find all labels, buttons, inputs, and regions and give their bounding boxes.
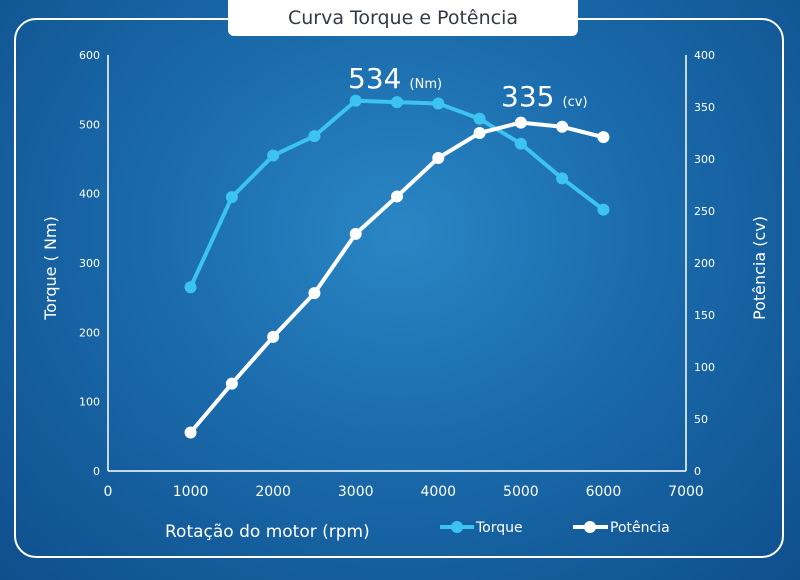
y-right-tick-label: 50 (694, 413, 708, 426)
series-layer (184, 94, 610, 439)
y-right-tick-label: 0 (694, 465, 701, 478)
power-peak-annotation: 335 (cv) (501, 80, 588, 113)
power-point (514, 116, 527, 129)
y-right-tick-labels: 0 50 100 150 200 250 300 350 400 (694, 49, 715, 478)
y-left-tick-label: 100 (79, 396, 100, 409)
y-right-tick-label: 300 (694, 153, 715, 166)
power-point (184, 426, 197, 439)
y-left-tick-label: 400 (79, 188, 100, 201)
y-left-tick-label: 300 (79, 257, 100, 270)
power-point (225, 377, 238, 390)
y-left-tick-labels: 0 100 200 300 400 500 600 (79, 49, 100, 478)
power-point (308, 287, 321, 300)
power-peak-value: 335 (501, 80, 554, 113)
svg-text:335 (cv): 335 (cv) (501, 80, 588, 113)
legend-power-label: Potência (610, 520, 670, 536)
x-tick-label: 3000 (338, 484, 374, 500)
y-left-tick-label: 200 (79, 326, 100, 339)
torque-point (225, 191, 238, 204)
torque-point (432, 97, 445, 110)
power-point (349, 227, 362, 240)
torque-peak-annotation: 534 (Nm) (348, 62, 442, 95)
y-left-axis-label: Torque ( Nm) (41, 216, 60, 321)
axes (107, 55, 687, 472)
power-point (556, 120, 569, 133)
x-tick-labels: 0 1000 2000 3000 4000 5000 6000 7000 (104, 484, 704, 500)
svg-text:534 (Nm): 534 (Nm) (348, 62, 442, 95)
power-point (267, 330, 280, 343)
y-left-tick-label: 600 (79, 49, 100, 62)
torque-point (597, 203, 610, 216)
torque-point (473, 112, 486, 125)
y-left-tick-label: 500 (79, 118, 100, 131)
x-tick-label: 1000 (173, 484, 209, 500)
power-point (391, 190, 403, 203)
legend-torque-label: Torque (475, 520, 523, 536)
power-point (597, 131, 610, 144)
legend: Torque Potência (440, 520, 670, 536)
torque-point (308, 130, 321, 143)
x-tick-label: 2000 (255, 484, 291, 500)
torque-point (184, 281, 197, 294)
y-right-tick-label: 250 (694, 205, 715, 218)
power-point (432, 151, 445, 164)
x-axis-label: Rotação do motor (rpm) (165, 522, 370, 542)
y-right-tick-label: 400 (694, 49, 715, 62)
y-right-tick-label: 350 (694, 101, 715, 114)
x-tick-label: 6000 (586, 484, 622, 500)
x-tick-label: 5000 (503, 484, 539, 500)
y-left-tick-label: 0 (93, 465, 100, 478)
y-right-tick-label: 200 (694, 257, 715, 270)
torque-point (267, 149, 280, 162)
x-tick-label: 4000 (420, 484, 456, 500)
torque-peak-unit: (Nm) (410, 77, 443, 92)
torque-point (556, 172, 569, 185)
power-point (473, 127, 486, 139)
legend-torque-marker (451, 521, 463, 533)
y-right-tick-label: 100 (694, 361, 715, 374)
legend-item-power: Potência (573, 520, 670, 536)
chart-title: Curva Torque e Potência (228, 0, 578, 36)
torque-point (391, 96, 403, 109)
legend-item-torque: Torque (440, 520, 523, 536)
torque-peak-value: 534 (348, 62, 401, 95)
x-tick-label: 7000 (668, 484, 704, 500)
power-series-line (189, 120, 604, 434)
x-tick-label: 0 (104, 484, 113, 500)
torque-point (514, 137, 527, 150)
y-right-tick-label: 150 (694, 309, 715, 322)
y-right-axis-label: Potência (cv) (750, 216, 769, 320)
legend-power-marker (584, 521, 596, 533)
power-peak-unit: (cv) (563, 95, 588, 110)
torque-point (349, 94, 362, 107)
